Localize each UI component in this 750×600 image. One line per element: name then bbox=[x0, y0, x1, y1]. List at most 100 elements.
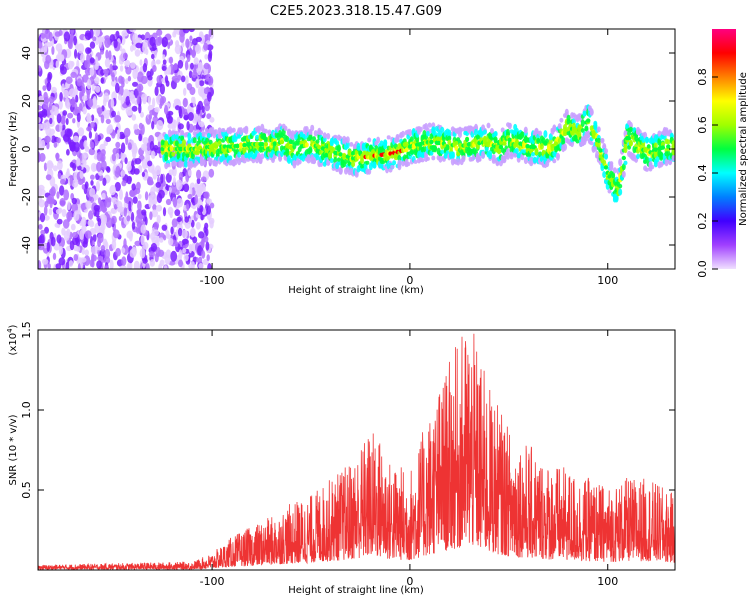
heatmap-cell bbox=[623, 144, 628, 150]
heatmap-cell bbox=[177, 227, 183, 237]
heatmap-cell bbox=[52, 252, 57, 260]
heatmap-cell bbox=[119, 65, 124, 72]
heatmap-cell bbox=[38, 41, 43, 49]
heatmap-cell bbox=[406, 161, 411, 167]
heatmap-cell bbox=[156, 214, 161, 224]
heatmap-cell bbox=[46, 81, 52, 92]
heatmap-cell bbox=[514, 148, 519, 154]
heatmap-cell bbox=[118, 216, 122, 221]
heatmap-cell bbox=[208, 139, 213, 145]
heatmap-cell bbox=[168, 56, 174, 64]
heatmap-cell bbox=[433, 145, 437, 152]
heatmap-cell bbox=[67, 112, 74, 119]
heatmap-cell bbox=[165, 230, 170, 239]
heatmap-cell bbox=[532, 156, 537, 164]
heatmap-cell bbox=[167, 41, 171, 50]
heatmap-cell bbox=[117, 94, 122, 101]
heatmap-cell bbox=[71, 96, 76, 108]
heatmap-cell bbox=[154, 165, 162, 176]
heatmap-cell bbox=[101, 192, 106, 200]
heatmap-cell bbox=[114, 181, 121, 192]
heatmap-cell bbox=[197, 67, 202, 76]
heatmap-cell bbox=[154, 111, 158, 118]
heatmap-peak bbox=[660, 145, 666, 150]
heatmap-cell bbox=[166, 163, 170, 168]
heatmap-cell bbox=[66, 211, 73, 221]
heatmap-peak bbox=[671, 144, 675, 149]
heatmap-cell bbox=[42, 85, 47, 91]
heatmap-cell bbox=[115, 82, 120, 94]
y-tick-label: 0 bbox=[20, 146, 33, 153]
spectrogram-xlabel: Height of straight line (km) bbox=[288, 285, 424, 296]
heatmap-cells bbox=[38, 29, 675, 269]
heatmap-cell bbox=[195, 78, 200, 89]
heatmap-cell bbox=[115, 141, 121, 149]
heatmap-cell bbox=[190, 153, 195, 160]
heatmap-cell bbox=[120, 76, 125, 85]
heatmap-cell bbox=[152, 204, 157, 211]
heatmap-cell bbox=[191, 96, 195, 104]
heatmap-cell bbox=[88, 131, 92, 139]
heatmap-cell bbox=[584, 125, 589, 132]
heatmap-cell bbox=[490, 127, 494, 134]
heatmap-cell bbox=[72, 236, 79, 246]
heatmap-cell bbox=[297, 159, 302, 165]
heatmap-cell bbox=[100, 245, 106, 252]
heatmap-cell bbox=[618, 158, 623, 167]
heatmap-cell bbox=[185, 153, 190, 158]
heatmap-cell bbox=[104, 35, 110, 41]
heatmap-cell bbox=[111, 110, 116, 118]
heatmap-cell bbox=[135, 42, 143, 49]
heatmap-cell bbox=[474, 128, 478, 136]
heatmap-cell bbox=[228, 155, 233, 162]
heatmap-cell bbox=[150, 186, 156, 197]
heatmap-cell bbox=[422, 145, 427, 153]
heatmap-cell bbox=[144, 216, 148, 226]
heatmap-cell bbox=[671, 154, 675, 162]
spectrogram-ticks: -100 0 100 -40 -20 0 20 40 bbox=[20, 29, 675, 287]
heatmap-cell bbox=[53, 141, 58, 148]
heatmap-cell bbox=[130, 211, 135, 223]
heatmap-cell bbox=[183, 160, 188, 168]
heatmap-cell bbox=[45, 174, 52, 181]
heatmap-cell bbox=[102, 177, 107, 186]
heatmap-cell bbox=[596, 126, 601, 133]
heatmap-cell bbox=[50, 186, 56, 197]
heatmap-cell bbox=[397, 154, 402, 162]
heatmap-peak bbox=[260, 142, 265, 147]
heatmap-cell bbox=[589, 108, 594, 116]
heatmap-cell bbox=[106, 125, 114, 134]
heatmap-cell bbox=[55, 152, 59, 162]
heatmap-cell bbox=[171, 218, 178, 228]
heatmap-cell bbox=[263, 137, 268, 144]
heatmap-peak bbox=[338, 152, 343, 157]
heatmap-cell bbox=[644, 167, 649, 172]
heatmap-cell bbox=[59, 92, 63, 102]
heatmap-cell bbox=[68, 260, 74, 267]
heatmap-cell bbox=[365, 160, 370, 165]
heatmap-cell bbox=[156, 82, 163, 88]
heatmap-cell bbox=[209, 202, 215, 209]
heatmap-cell bbox=[59, 185, 65, 196]
heatmap-cell bbox=[408, 129, 413, 137]
heatmap-cell bbox=[153, 229, 159, 237]
heatmap-cell bbox=[500, 127, 505, 133]
heatmap-cell bbox=[86, 114, 92, 123]
heatmap-cell bbox=[557, 123, 562, 130]
heatmap-cell bbox=[97, 197, 102, 205]
heatmap-cell bbox=[543, 130, 548, 138]
heatmap-cell bbox=[618, 188, 623, 196]
heatmap-cell bbox=[151, 199, 156, 206]
heatmap-cell bbox=[111, 153, 116, 162]
heatmap-cell bbox=[623, 160, 628, 166]
heatmap-cell bbox=[193, 57, 199, 65]
heatmap-cell bbox=[326, 133, 331, 140]
heatmap-cell bbox=[477, 154, 482, 162]
heatmap-cell bbox=[111, 215, 117, 225]
heatmap-cell bbox=[86, 78, 92, 90]
heatmap-cell bbox=[127, 75, 132, 82]
heatmap-cell bbox=[255, 134, 259, 140]
heatmap-cell bbox=[203, 42, 209, 51]
y-tick-label: 20 bbox=[20, 94, 33, 108]
heatmap-cell bbox=[395, 134, 400, 139]
